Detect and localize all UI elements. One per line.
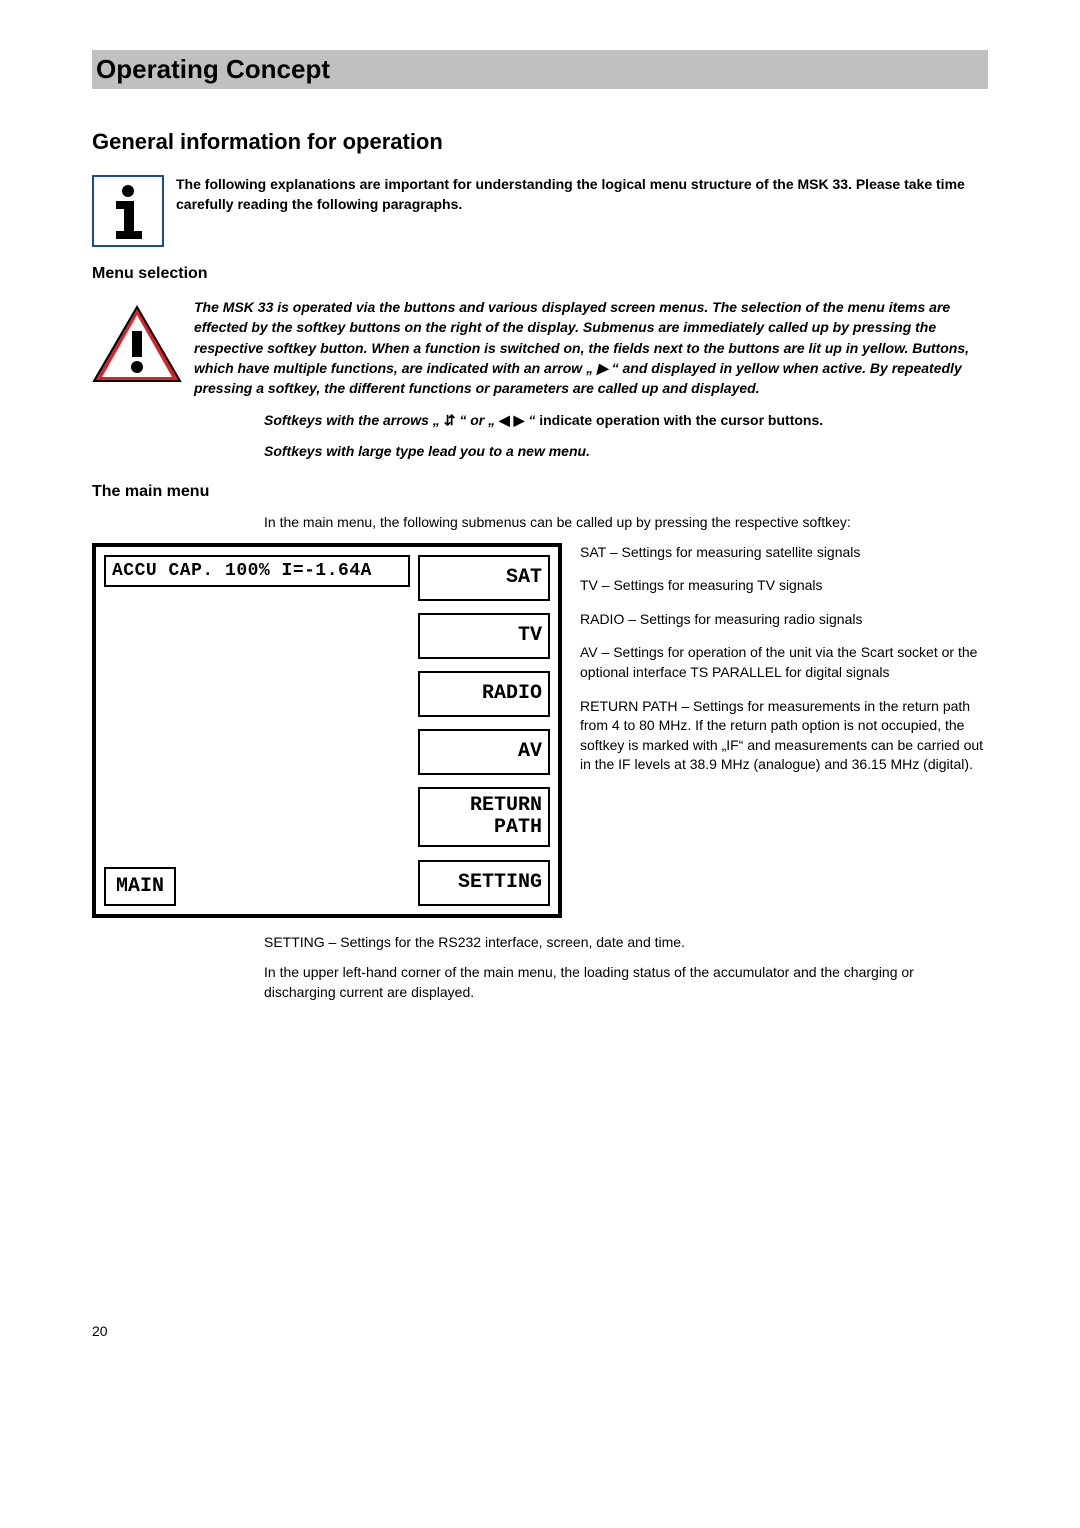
- sat-explanation: SAT – Settings for measuring satellite s…: [580, 543, 988, 563]
- softkey-arrows-prefix: Softkeys with the arrows „: [264, 412, 440, 428]
- section-title-bar: Operating Concept: [92, 50, 988, 89]
- main-label-box: MAIN: [104, 867, 176, 906]
- tv-button[interactable]: TV: [418, 613, 550, 659]
- radio-button[interactable]: RADIO: [418, 671, 550, 717]
- return-path-line1: RETURN: [470, 794, 542, 817]
- info-paragraph: The following explanations are important…: [176, 175, 988, 214]
- main-menu-heading: The main menu: [92, 483, 988, 501]
- av-button[interactable]: AV: [418, 729, 550, 775]
- return-path-line2: PATH: [494, 816, 542, 839]
- device-button-column: SAT TV RADIO AV RETURN PATH SETTING: [418, 547, 558, 914]
- return-path-explanation: RETURN PATH – Settings for measurements …: [580, 697, 988, 775]
- page-number: 20: [92, 1323, 988, 1339]
- after-menu-block: SETTING – Settings for the RS232 interfa…: [264, 932, 988, 1003]
- warning-block: The MSK 33 is operated via the buttons a…: [92, 297, 988, 398]
- accu-status-box: ACCU CAP. 100% I=-1.64A: [104, 555, 410, 587]
- subsection-title: General information for operation: [92, 129, 988, 155]
- softkey-arrows-suffix: indicate operation with the cursor butto…: [539, 412, 823, 428]
- radio-explanation: RADIO – Settings for measuring radio sig…: [580, 610, 988, 630]
- setting-button[interactable]: SETTING: [418, 860, 550, 906]
- softkey-arrows-note: Softkeys with the arrows „ ⇵ “ or „ ◀ ▶ …: [264, 410, 988, 430]
- warning-icon: [92, 297, 182, 385]
- softkey-arrows-mid2: “: [528, 412, 539, 428]
- leftright-arrow-icon: ◀ ▶: [499, 412, 524, 428]
- info-block: The following explanations are important…: [92, 175, 988, 247]
- explanation-column: SAT – Settings for measuring satellite s…: [580, 543, 988, 789]
- menu-selection-heading: Menu selection: [92, 265, 988, 283]
- info-icon: [92, 175, 164, 247]
- main-menu-row: ACCU CAP. 100% I=-1.64A MAIN SAT TV RADI…: [92, 543, 988, 918]
- device-screen: ACCU CAP. 100% I=-1.64A MAIN SAT TV RADI…: [92, 543, 562, 918]
- softkey-large-note: Softkeys with large type lead you to a n…: [264, 441, 988, 461]
- softkey-arrows-mid1: “ or „: [459, 412, 495, 428]
- return-path-button[interactable]: RETURN PATH: [418, 787, 550, 847]
- updown-arrow-icon: ⇵: [444, 412, 456, 428]
- device-left-area: ACCU CAP. 100% I=-1.64A MAIN: [96, 547, 418, 914]
- warning-paragraph: The MSK 33 is operated via the buttons a…: [194, 297, 988, 398]
- av-explanation: AV – Settings for operation of the unit …: [580, 643, 988, 682]
- main-menu-intro: In the main menu, the following submenus…: [264, 513, 988, 533]
- accu-explanation: In the upper left-hand corner of the mai…: [264, 962, 988, 1003]
- tv-explanation: TV – Settings for measuring TV signals: [580, 576, 988, 596]
- sat-button[interactable]: SAT: [418, 555, 550, 601]
- section-title: Operating Concept: [96, 54, 330, 84]
- setting-explanation: SETTING – Settings for the RS232 interfa…: [264, 932, 988, 952]
